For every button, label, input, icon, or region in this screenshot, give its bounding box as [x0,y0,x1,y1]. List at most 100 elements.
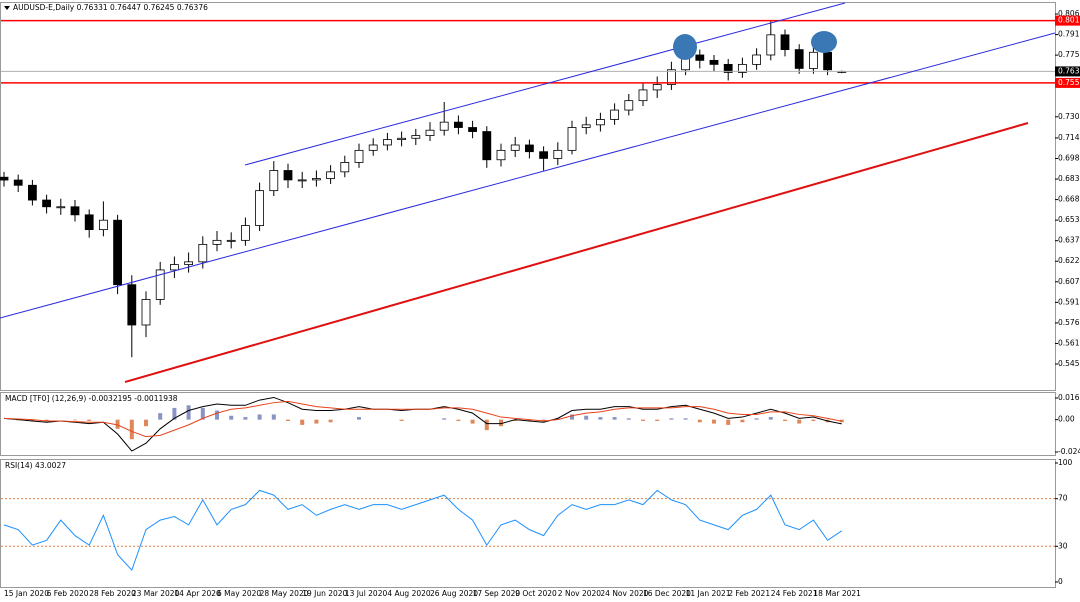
x-tick-label: 2 Feb 2021 [728,589,770,598]
macd-bar [612,417,617,420]
candle-body [354,149,364,163]
x-tick-label: 18 Mar 2021 [813,589,861,598]
macd-panel-frame [0,392,1056,456]
macd-bar [456,419,461,421]
candle-body [496,149,506,161]
macd-bar [442,418,447,420]
x-tick-label: 17 Sep 2020 [473,589,521,598]
upper-channel-line [244,2,846,166]
support-trend-line [124,122,1029,383]
macd-bar [186,405,191,420]
plot-layer: 0.80650 0.79120 0.77590 0.73000 0.71425 0.698… [0,9,1080,598]
candle-body [510,144,520,151]
y-tick-label: 0.00 [1058,415,1075,424]
candle-body [240,225,250,241]
candle-body [113,219,122,286]
x-tick-label: 24 Nov 2020 [600,589,648,598]
y-tick-label: 0.54595 [1058,359,1080,368]
macd-bar [499,419,503,427]
candle-body [297,179,307,182]
symbol-header: AUDUSD-E,Daily 0.76331 0.76447 0.76245 0… [13,3,208,12]
y-tick-label: 30 [1058,541,1068,550]
y-tick-label: 0.80650 [1058,9,1080,18]
candle-body [553,149,563,159]
candle-body [723,63,733,73]
macd-bar [200,407,205,420]
macd-title: MACD [TF0] (12,26,9) [5,394,86,403]
y-tick-label: 0.59185 [1058,297,1080,306]
candle-body [425,129,435,136]
symbol-title: AUDUSD-E,Daily [13,3,75,12]
macd-bar [470,419,475,424]
macd-bar [129,419,134,440]
candle-body [212,239,222,245]
x-tick-label: 14 Apr 2020 [174,589,221,598]
candle-body [368,144,378,151]
macd-bar [570,414,574,420]
y-tick-label: 0 [1058,577,1063,586]
y-tick-label: 0.79120 [1058,30,1080,39]
x-tick-label: 2 Nov 2020 [558,589,601,598]
candle-body [525,144,534,153]
x-tick-label: 26 Aug 2020 [430,589,478,598]
rsi-panel-frame [0,459,1056,588]
macd-bar [229,415,234,420]
y-tick-label: 0.68365 [1058,174,1080,183]
rsi-title: RSI(14) [5,461,33,470]
macd-bar [783,419,787,421]
x-tick-label: 9 Oct 2020 [515,589,557,598]
macd-bar [555,418,560,420]
macd-bar [768,417,773,420]
macd-bar [257,414,262,420]
level-label: 0.80160 [1058,16,1080,25]
y-tick-label: 0.69895 [1058,153,1080,162]
lower-channel-line [0,32,1056,319]
level-label-box [1055,77,1080,88]
candle-body [780,34,790,51]
macd-bar [271,414,276,420]
x-tick-label: 6 May 2020 [217,589,261,598]
indicator-line [3,489,843,572]
macd-bar [655,419,660,421]
y-tick-label: 0.60715 [1058,277,1080,286]
x-tick-label: 28 May 2020 [260,589,309,598]
indicator-line [3,400,842,438]
candle-body [283,170,293,181]
x-tick-label: 16 Dec 2020 [643,589,691,598]
candle-body [667,69,676,85]
collapse-icon[interactable] [4,6,10,10]
candle-body [382,139,392,146]
rsi-value: 43.0027 [35,461,66,470]
x-tick-label: 23 Mar 2020 [132,589,180,598]
macd-bar [527,419,532,421]
x-tick-label: 19 Jun 2020 [302,589,347,598]
candle-body [27,184,37,201]
bid-label-box [1055,66,1080,77]
macd-bar [44,419,49,421]
rsi-header: RSI(14) 43.0027 [5,461,66,470]
y-tick-label: 0.71425 [1058,133,1080,142]
y-tick-label: 0.62245 [1058,256,1080,265]
highlight-ellipse [673,34,697,60]
macd-bar [754,418,759,420]
macd-bar [172,407,177,420]
macd-bar [314,419,319,424]
candle-body [326,171,336,179]
macd-bar [626,418,631,420]
candle-body [709,59,719,65]
level-label: 0.75521 [1058,78,1080,87]
candle-body [567,127,577,151]
level-label-box [1055,15,1080,26]
last-low: 0.76245 [143,3,174,12]
candle-body [311,178,321,181]
y-tick-label: 0.77590 [1058,50,1080,59]
candle-body [397,137,407,141]
y-tick-label: 0.73000 [1058,112,1080,121]
candle-body [794,49,804,69]
candle-body [738,63,747,73]
macd-bar [740,419,745,423]
last-open: 0.76331 [77,3,108,12]
last-high: 0.76447 [110,3,141,12]
candle-body [610,109,619,120]
